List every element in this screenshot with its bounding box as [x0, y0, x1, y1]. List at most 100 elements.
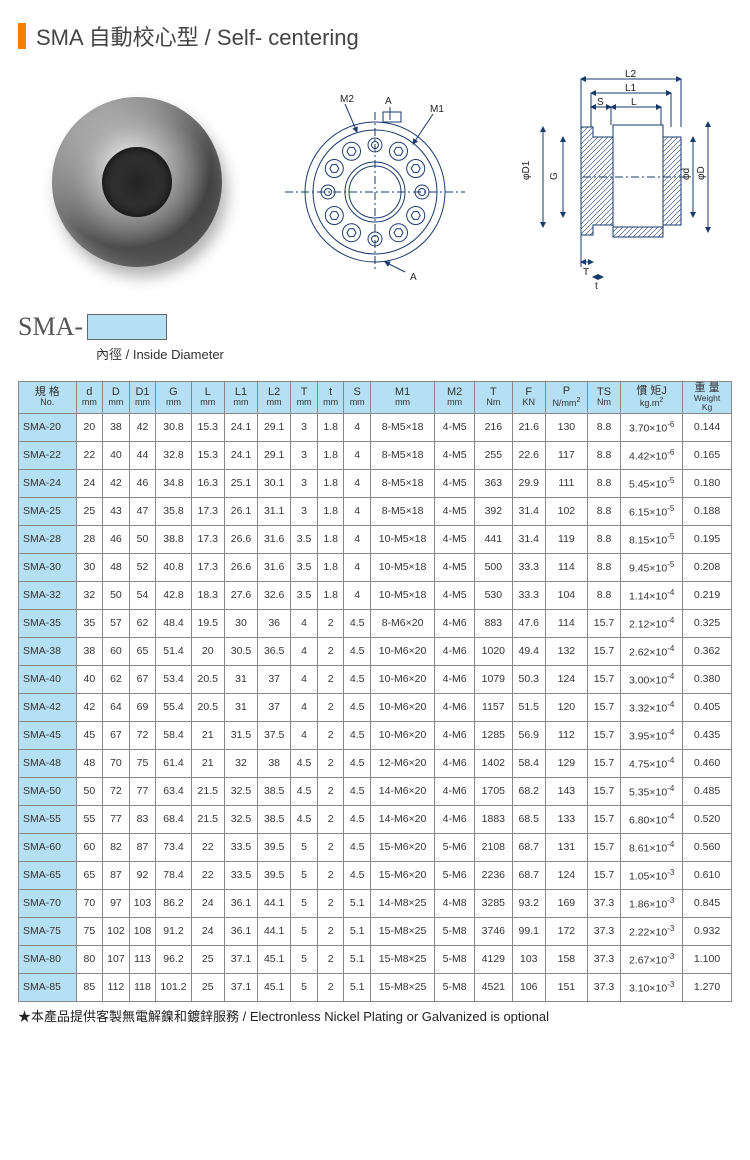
- table-cell: 62: [103, 665, 130, 693]
- table-cell: 0.405: [683, 693, 732, 721]
- table-cell: 4: [291, 693, 318, 721]
- table-cell: 883: [475, 609, 513, 637]
- table-cell: 129: [545, 749, 587, 777]
- table-cell: 0.180: [683, 469, 732, 497]
- table-cell: 15-M6×20: [370, 861, 434, 889]
- table-cell: SMA-55: [19, 805, 77, 833]
- label-g: G: [549, 172, 560, 180]
- table-cell: SMA-42: [19, 693, 77, 721]
- table-cell: 8-M5×18: [370, 469, 434, 497]
- table-cell: 15.7: [587, 777, 620, 805]
- table-cell: 1.86×10-3: [621, 889, 683, 917]
- table-cell: 31.4: [512, 497, 545, 525]
- table-cell: 4-M6: [435, 805, 475, 833]
- table-row: SMA-4242646955.420.53137424.510-M6×204-M…: [19, 693, 732, 721]
- table-cell: 31.5: [224, 721, 257, 749]
- table-cell: 3.70×10-6: [621, 413, 683, 441]
- table-cell: 2108: [475, 833, 513, 861]
- table-cell: 5.35×10-4: [621, 777, 683, 805]
- table-cell: 8.61×10-4: [621, 833, 683, 861]
- table-cell: 39.5: [258, 833, 291, 861]
- table-row: SMA-6565879278.42233.539.5524.515-M6×205…: [19, 861, 732, 889]
- table-cell: 392: [475, 497, 513, 525]
- table-cell: 20: [76, 413, 103, 441]
- table-header-cell: Tmm: [291, 382, 318, 414]
- table-cell: 4.5: [344, 805, 371, 833]
- table-cell: 5: [291, 945, 318, 973]
- table-cell: 0.219: [683, 581, 732, 609]
- table-cell: 63.4: [156, 777, 191, 805]
- table-header-cell: 規 格No.: [19, 382, 77, 414]
- table-cell: 120: [545, 693, 587, 721]
- table-cell: 132: [545, 637, 587, 665]
- table-cell: 107: [103, 945, 130, 973]
- table-cell: 124: [545, 861, 587, 889]
- table-header-cell: dmm: [76, 382, 103, 414]
- table-cell: SMA-75: [19, 917, 77, 945]
- table-header-cell: L1mm: [224, 382, 257, 414]
- table-cell: 8-M5×18: [370, 413, 434, 441]
- table-cell: 40: [76, 665, 103, 693]
- table-cell: 87: [129, 833, 156, 861]
- table-cell: 4-M5: [435, 497, 475, 525]
- table-cell: 1.100: [683, 945, 732, 973]
- table-cell: 72: [103, 777, 130, 805]
- table-header-cell: FKN: [512, 382, 545, 414]
- table-cell: 6.80×10-4: [621, 805, 683, 833]
- table-header-cell: D1mm: [129, 382, 156, 414]
- table-cell: 4.5: [344, 693, 371, 721]
- table-cell: 97: [103, 889, 130, 917]
- table-cell: 14-M8×25: [370, 889, 434, 917]
- table-cell: 26.1: [224, 497, 257, 525]
- table-cell: 0.435: [683, 721, 732, 749]
- table-cell: 32: [224, 749, 257, 777]
- table-row: SMA-4545677258.42131.537.5424.510-M6×204…: [19, 721, 732, 749]
- table-cell: 2: [317, 805, 344, 833]
- table-cell: 67: [129, 665, 156, 693]
- table-cell: 47.6: [512, 609, 545, 637]
- table-cell: 12-M6×20: [370, 749, 434, 777]
- table-cell: 38: [258, 749, 291, 777]
- table-cell: 4: [291, 665, 318, 693]
- table-cell: 55: [76, 805, 103, 833]
- table-cell: 46: [129, 469, 156, 497]
- table-cell: 4.5: [344, 665, 371, 693]
- table-cell: 45: [76, 721, 103, 749]
- table-cell: 5: [291, 833, 318, 861]
- table-cell: 1.8: [317, 553, 344, 581]
- table-cell: 4.5: [344, 777, 371, 805]
- table-cell: 37.1: [224, 973, 257, 1001]
- table-cell: 64: [103, 693, 130, 721]
- table-cell: 1883: [475, 805, 513, 833]
- table-cell: 112: [103, 973, 130, 1001]
- table-cell: 4521: [475, 973, 513, 1001]
- side-view-diagram: L2 L1 S L φD1 G φd φD T t: [494, 67, 732, 297]
- inside-diameter-field[interactable]: [87, 314, 167, 340]
- table-cell: 3285: [475, 889, 513, 917]
- table-cell: 4-M5: [435, 581, 475, 609]
- table-cell: SMA-28: [19, 525, 77, 553]
- table-header-cell: Gmm: [156, 382, 191, 414]
- label-s: S: [597, 97, 604, 108]
- table-cell: 44: [129, 441, 156, 469]
- table-cell: 0.460: [683, 749, 732, 777]
- table-cell: 10-M5×18: [370, 581, 434, 609]
- table-cell: 30.1: [258, 469, 291, 497]
- table-cell: 42: [129, 413, 156, 441]
- table-cell: 38: [103, 413, 130, 441]
- table-cell: 31: [224, 693, 257, 721]
- table-cell: 83: [129, 805, 156, 833]
- table-cell: 4: [344, 441, 371, 469]
- table-cell: 15-M6×20: [370, 833, 434, 861]
- table-cell: 112: [545, 721, 587, 749]
- table-cell: 1.270: [683, 973, 732, 1001]
- table-cell: 106: [512, 973, 545, 1001]
- table-cell: 4-M6: [435, 721, 475, 749]
- label-big-t: T: [583, 267, 589, 278]
- table-row: SMA-5555778368.421.532.538.54.524.514-M6…: [19, 805, 732, 833]
- label-d1: φD1: [521, 160, 532, 180]
- table-cell: 3: [291, 413, 318, 441]
- table-cell: 48: [103, 553, 130, 581]
- table-cell: 58.4: [512, 749, 545, 777]
- table-row: SMA-3030485240.817.326.631.63.51.8410-M5…: [19, 553, 732, 581]
